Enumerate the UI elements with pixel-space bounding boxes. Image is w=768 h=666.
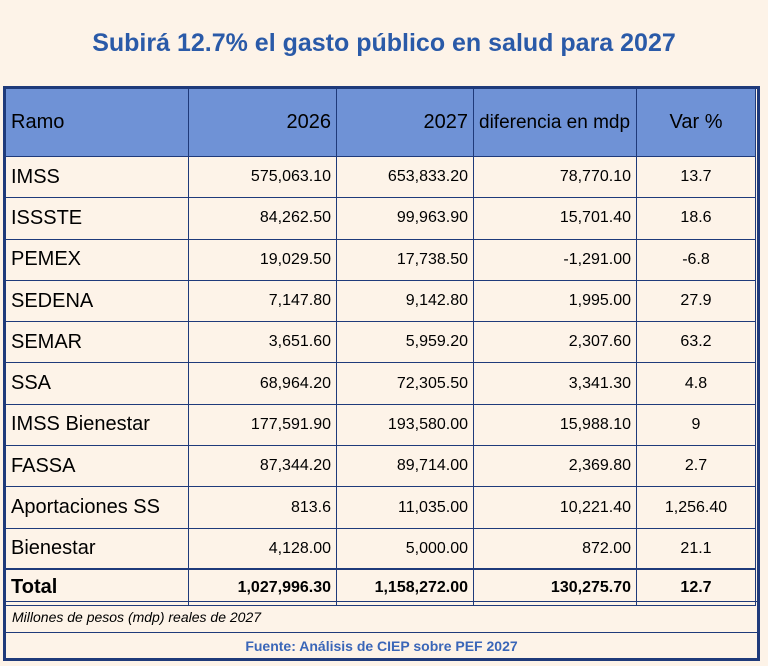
cell-ramo: FASSA: [5, 445, 189, 488]
cell-2027: 653,833.20: [336, 155, 474, 199]
total-var: 12.7: [636, 568, 756, 606]
table-row: FASSA 87,344.20 89,714.00 2,369.80 2.7: [5, 445, 756, 488]
source-note: Fuente: Análisis de CIEP sobre PEF 2027: [6, 632, 757, 659]
cell-diff: 2,369.80: [473, 445, 637, 488]
cell-2027: 72,305.50: [336, 362, 474, 405]
table-row: ISSSTE 84,262.50 99,963.90 15,701.40 18.…: [5, 197, 756, 240]
cell-diff: 1,995.00: [473, 279, 637, 323]
cell-2027: 89,714.00: [336, 445, 474, 488]
cell-diff: 10,221.40: [473, 486, 637, 529]
cell-2026: 813.6: [188, 486, 337, 529]
total-2026: 1,027,996.30: [188, 568, 337, 606]
cell-2027: 9,142.80: [336, 279, 474, 323]
table-row: IMSS Bienestar 177,591.90 193,580.00 15,…: [5, 403, 756, 447]
cell-diff: 15,988.10: [473, 403, 637, 447]
cell-var: 27.9: [636, 279, 756, 323]
cell-2026: 177,591.90: [188, 403, 337, 447]
cell-var: 13.7: [636, 155, 756, 199]
total-row: Total 1,027,996.30 1,158,272.00 130,275.…: [5, 568, 756, 606]
header-var: Var %: [636, 88, 756, 157]
cell-ramo: PEMEX: [5, 238, 189, 281]
cell-2026: 4,128.00: [188, 527, 337, 570]
cell-diff: 2,307.60: [473, 321, 637, 364]
table-row: SEMAR 3,651.60 5,959.20 2,307.60 63.2: [5, 321, 756, 364]
cell-2026: 3,651.60: [188, 321, 337, 364]
cell-2027: 17,738.50: [336, 238, 474, 281]
total-diff: 130,275.70: [473, 568, 637, 606]
cell-var: -6.8: [636, 238, 756, 281]
cell-var: 2.7: [636, 445, 756, 488]
page-title: Subirá 12.7% el gasto público en salud p…: [92, 28, 676, 57]
header-diferencia: diferencia en mdp: [473, 88, 637, 157]
cell-2026: 84,262.50: [188, 197, 337, 240]
cell-diff: 15,701.40: [473, 197, 637, 240]
units-note: Millones de pesos (mdp) reales de 2027: [6, 601, 757, 632]
cell-ramo: ISSSTE: [5, 197, 189, 240]
cell-2026: 575,063.10: [188, 155, 337, 199]
cell-ramo: Aportaciones SS: [5, 486, 189, 529]
total-label: Total: [5, 568, 189, 606]
health-spending-table: Ramo 2026 2027 diferencia en mdp Var % I…: [5, 88, 756, 606]
table-row: SSA 68,964.20 72,305.50 3,341.30 4.8: [5, 362, 756, 405]
cell-2026: 68,964.20: [188, 362, 337, 405]
table-header-row: Ramo 2026 2027 diferencia en mdp Var %: [5, 88, 756, 157]
cell-ramo: SEMAR: [5, 321, 189, 364]
cell-var: 1,256.40: [636, 486, 756, 529]
table-row: Aportaciones SS 813.6 11,035.00 10,221.4…: [5, 486, 756, 529]
cell-diff: -1,291.00: [473, 238, 637, 281]
cell-2027: 193,580.00: [336, 403, 474, 447]
cell-var: 63.2: [636, 321, 756, 364]
cell-diff: 3,341.30: [473, 362, 637, 405]
cell-ramo: IMSS: [5, 155, 189, 199]
cell-ramo: SSA: [5, 362, 189, 405]
header-2027: 2027: [336, 88, 474, 157]
cell-ramo: Bienestar: [5, 527, 189, 570]
cell-2026: 7,147.80: [188, 279, 337, 323]
cell-ramo: SEDENA: [5, 279, 189, 323]
cell-diff: 78,770.10: [473, 155, 637, 199]
table-row: IMSS 575,063.10 653,833.20 78,770.10 13.…: [5, 155, 756, 199]
cell-ramo: IMSS Bienestar: [5, 403, 189, 447]
cell-diff: 872.00: [473, 527, 637, 570]
cell-2027: 5,959.20: [336, 321, 474, 364]
cell-2027: 5,000.00: [336, 527, 474, 570]
header-2026: 2026: [188, 88, 337, 157]
cell-2026: 19,029.50: [188, 238, 337, 281]
cell-2027: 99,963.90: [336, 197, 474, 240]
cell-var: 21.1: [636, 527, 756, 570]
table-frame: [3, 86, 760, 661]
table-row: PEMEX 19,029.50 17,738.50 -1,291.00 -6.8: [5, 238, 756, 281]
table-row: Bienestar 4,128.00 5,000.00 872.00 21.1: [5, 527, 756, 570]
cell-var: 9: [636, 403, 756, 447]
cell-2027: 11,035.00: [336, 486, 474, 529]
header-ramo: Ramo: [5, 88, 189, 157]
table-row: SEDENA 7,147.80 9,142.80 1,995.00 27.9: [5, 279, 756, 323]
cell-var: 18.6: [636, 197, 756, 240]
cell-2026: 87,344.20: [188, 445, 337, 488]
cell-var: 4.8: [636, 362, 756, 405]
